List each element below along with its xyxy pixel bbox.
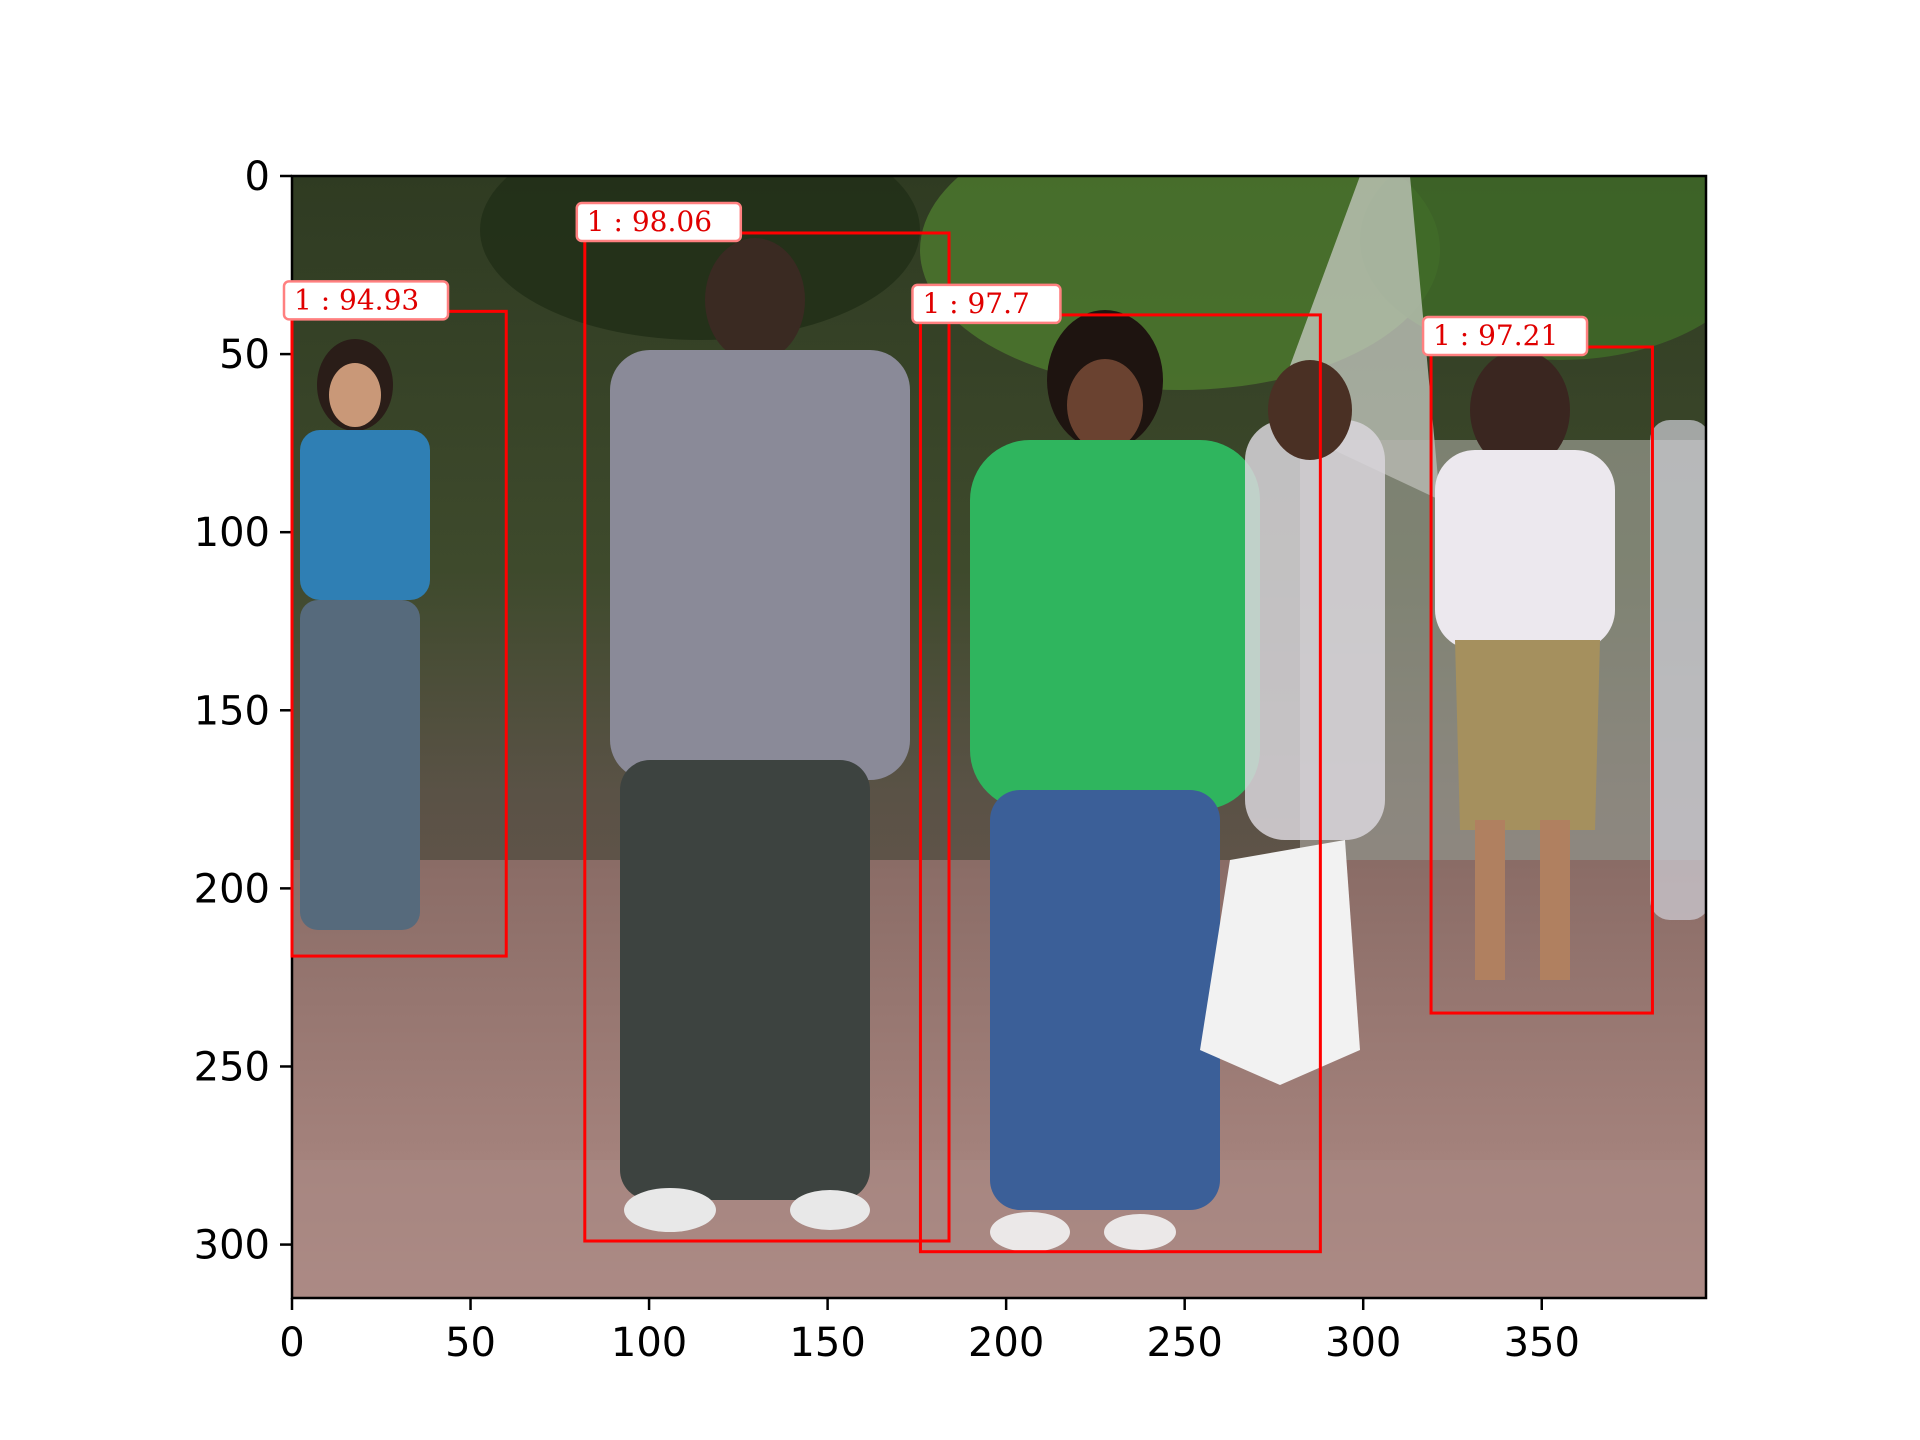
x-tick-label: 200 <box>968 1320 1044 1366</box>
detection: 1 : 98.06 <box>575 201 951 1243</box>
detection: 1 : 97.21 <box>1421 315 1654 1015</box>
detection-label: 1 : 94.93 <box>294 283 419 316</box>
detection-label: 1 : 97.7 <box>922 287 1029 320</box>
x-tick-label: 250 <box>1146 1320 1222 1366</box>
y-tick-label: 0 <box>245 154 270 200</box>
detection: 1 : 94.93 <box>282 280 508 958</box>
label-background <box>911 283 1062 325</box>
x-tick-label: 300 <box>1325 1320 1401 1366</box>
y-axis-ticks: 0 50 100 150 200 250 300 <box>194 154 292 1269</box>
label-background <box>575 201 743 243</box>
y-tick-label: 100 <box>194 510 270 556</box>
detection-label: 1 : 97.21 <box>1433 319 1558 352</box>
x-tick-label: 150 <box>789 1320 865 1366</box>
x-tick-label: 100 <box>611 1320 687 1366</box>
bounding-box <box>583 231 951 1243</box>
photo <box>292 176 1706 1298</box>
x-axis-ticks: 0 50 100 150 200 250 300 350 <box>279 1298 1580 1366</box>
label-background <box>282 280 450 321</box>
detection-overlays: 1 : 94.93 1 : 98.06 1 : 97.7 1 : 97.21 <box>282 201 1654 1254</box>
bounding-box <box>918 313 1322 1254</box>
y-tick-label: 150 <box>194 688 270 734</box>
x-tick-label: 50 <box>445 1320 496 1366</box>
y-tick-label: 300 <box>194 1223 270 1269</box>
detection-label: 1 : 98.06 <box>587 205 712 238</box>
y-tick-label: 250 <box>194 1044 270 1090</box>
label-background <box>1421 315 1589 357</box>
detection: 1 : 97.7 <box>911 283 1322 1254</box>
x-tick-label: 0 <box>279 1320 304 1366</box>
x-tick-label: 350 <box>1504 1320 1580 1366</box>
y-tick-label: 200 <box>194 866 270 912</box>
y-tick-label: 50 <box>219 332 270 378</box>
